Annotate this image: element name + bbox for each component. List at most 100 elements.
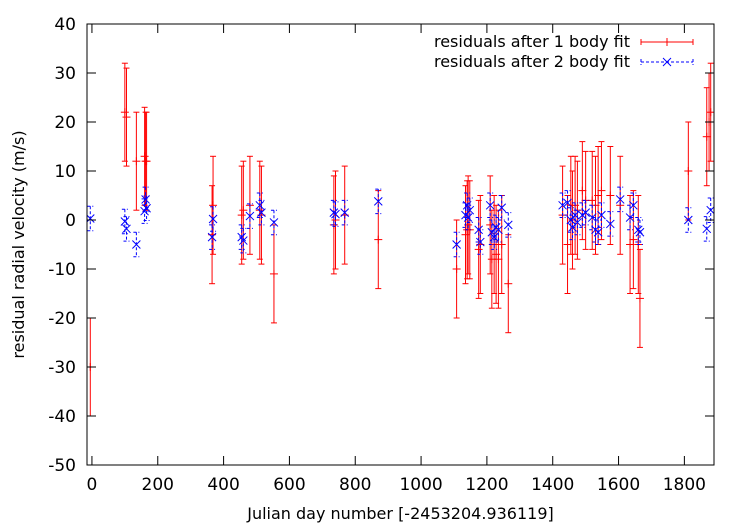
x-marker <box>635 227 645 237</box>
x-marker <box>587 213 597 222</box>
x-marker <box>142 203 151 213</box>
data-point <box>573 209 582 236</box>
x-axis-title: Julian day number [-2453204.936119] <box>246 504 554 523</box>
data-point <box>629 192 638 219</box>
legend-label-series-2: residuals after 2 body fit <box>434 52 630 71</box>
data-point <box>331 201 340 227</box>
x-marker <box>593 227 603 237</box>
data-point <box>581 199 590 226</box>
data-point <box>597 202 606 228</box>
plot-area <box>87 62 714 417</box>
data-point <box>504 234 513 334</box>
data-point <box>702 216 712 242</box>
x-tick-label: 1400 <box>531 475 574 495</box>
data-point <box>494 217 503 243</box>
data-point <box>142 195 151 221</box>
y-tick-label: 10 <box>54 162 76 182</box>
x-marker <box>633 225 643 235</box>
x-marker <box>489 232 499 242</box>
y-tick-label: -40 <box>48 407 76 427</box>
x-marker <box>485 200 495 210</box>
y-tick-label: -30 <box>48 358 76 378</box>
x-marker <box>122 224 131 234</box>
x-marker <box>255 200 265 210</box>
legend-label-series-1: residuals after 1 body fit <box>434 32 630 51</box>
x-marker <box>503 220 513 230</box>
data-point <box>452 219 461 319</box>
data-point <box>494 209 503 309</box>
y-axis-title: residual radial velocity (m/s) <box>9 130 28 358</box>
data-point <box>629 190 638 290</box>
data-point <box>683 207 693 233</box>
data-point <box>635 248 644 348</box>
x-marker <box>706 206 714 215</box>
x-tick-label: 600 <box>273 475 305 495</box>
data-point <box>122 216 131 242</box>
x-tick-label: 400 <box>207 475 239 495</box>
data-point <box>340 199 350 226</box>
x-marker <box>207 232 217 242</box>
data-point <box>615 186 625 213</box>
data-point <box>238 227 248 254</box>
data-point <box>497 195 507 221</box>
data-point <box>257 199 266 226</box>
y-tick-label: -50 <box>48 456 76 476</box>
x-marker <box>141 195 150 204</box>
data-point <box>452 231 461 258</box>
x-marker <box>683 215 693 225</box>
x-marker <box>257 208 266 218</box>
y-tick-label: 20 <box>54 113 76 133</box>
x-marker <box>573 218 582 227</box>
data-point <box>269 224 278 324</box>
x-tick-label: 1200 <box>465 475 508 495</box>
data-point <box>132 231 141 258</box>
data-point <box>616 155 625 255</box>
x-marker <box>340 208 350 218</box>
data-point <box>587 204 597 231</box>
x-marker <box>625 213 635 222</box>
data-point <box>465 180 474 280</box>
data-point <box>245 203 255 229</box>
x-marker <box>269 218 279 227</box>
data-point <box>503 212 513 238</box>
x-marker <box>120 217 130 226</box>
data-point <box>122 67 131 167</box>
x-marker <box>558 200 567 210</box>
data-point <box>635 219 645 245</box>
legend-sample-series-2 <box>640 57 694 67</box>
x-marker <box>245 211 255 221</box>
data-point <box>706 62 714 162</box>
data-point <box>207 224 217 250</box>
x-marker <box>238 236 248 245</box>
data-point <box>331 170 340 270</box>
axis-ticks: 0 200 400 600 800 1000 1200 1400 1600 1800-50-40-… <box>48 15 714 495</box>
plot-frame <box>86 23 715 466</box>
data-point <box>605 211 615 237</box>
x-marker <box>605 219 615 229</box>
x-marker <box>597 210 606 220</box>
data-point <box>461 185 470 285</box>
x-tick-label: 1600 <box>597 475 640 495</box>
data-point <box>132 111 141 211</box>
x-marker <box>629 200 638 210</box>
x-marker <box>452 240 461 249</box>
data-point <box>625 204 635 231</box>
x-tick-label: 1000 <box>399 475 442 495</box>
x-marker <box>465 205 475 215</box>
x-marker <box>331 209 340 219</box>
data-point <box>558 192 567 219</box>
y-tick-label: 30 <box>54 64 76 84</box>
data-layer <box>87 62 714 417</box>
data-point <box>120 208 130 235</box>
x-marker <box>581 208 590 218</box>
data-point <box>489 224 499 250</box>
legend: residuals after 1 body fit residuals aft… <box>434 32 694 71</box>
x-marker <box>475 237 485 247</box>
x-marker <box>373 197 383 206</box>
data-point <box>485 192 495 219</box>
x-marker <box>497 203 507 213</box>
data-point <box>706 197 714 223</box>
data-point <box>475 229 485 255</box>
legend-marker <box>662 57 672 67</box>
